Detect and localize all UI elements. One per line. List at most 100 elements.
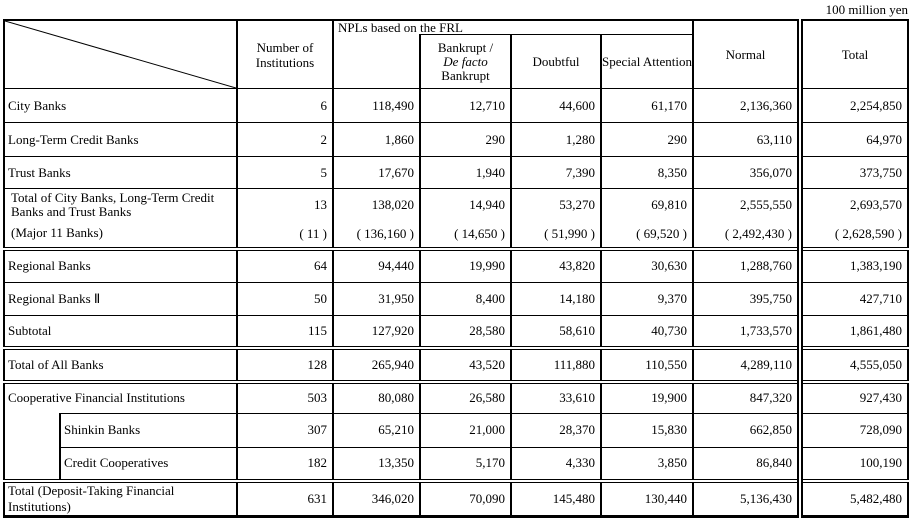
table-row-major-11-banks: Total of City Banks, Long-Term Credit Ba… bbox=[3, 188, 909, 250]
value-cell: 28,370 bbox=[510, 412, 602, 448]
value-paren-line: ( 2,492,430 ) bbox=[724, 225, 792, 241]
col-header-normal: Normal bbox=[692, 19, 801, 89]
value-cell: 265,940 bbox=[332, 346, 421, 383]
value-cell: 12,710 bbox=[419, 88, 512, 123]
unit-label: 100 million yen bbox=[825, 2, 908, 17]
value-cell: 111,880 bbox=[510, 346, 602, 383]
value-line: 13 bbox=[314, 196, 327, 212]
value-cell: 5 bbox=[236, 156, 334, 189]
value-cell: 63,110 bbox=[692, 122, 801, 157]
table-row-total-all-banks: Total of All Banks 128 265,940 43,520 11… bbox=[3, 346, 909, 383]
col-header-total: Total bbox=[797, 19, 909, 89]
row-label-cooperative-financial-institutions: Cooperative Financial Institutions bbox=[3, 380, 238, 413]
row-label-main: Total of City Banks, Long-Term Credit Ba… bbox=[11, 190, 215, 219]
npl-frl-table: Number of Institutions NPLs based on the… bbox=[3, 19, 909, 518]
value-cell: 110,550 bbox=[600, 346, 694, 383]
value-cell: 662,850 bbox=[692, 412, 801, 448]
value-cell: 61,170 bbox=[600, 88, 694, 123]
value-paren-line: ( 14,650 ) bbox=[454, 225, 505, 241]
value-cell: 1,861,480 bbox=[797, 314, 909, 349]
value-cell: 13,350 bbox=[332, 446, 421, 482]
value-cell: 26,580 bbox=[419, 380, 512, 414]
value-cell: 1,383,190 bbox=[797, 247, 909, 283]
value-cell: 290 bbox=[419, 122, 512, 157]
row-label-trust-banks: Trust Banks bbox=[3, 156, 238, 189]
value-cell: 94,440 bbox=[332, 247, 421, 283]
value-cell: 30,630 bbox=[600, 247, 694, 283]
value-cell: 43,520 bbox=[419, 346, 512, 383]
row-label-subtotal: Subtotal bbox=[3, 314, 238, 349]
value-cell: 31,950 bbox=[332, 281, 421, 316]
value-paren-line: ( 69,520 ) bbox=[636, 225, 687, 241]
value-cell: 1,860 bbox=[332, 122, 421, 157]
value-cell: 145,480 bbox=[510, 479, 602, 517]
value-line: 138,020 bbox=[371, 196, 414, 212]
value-cell: 3,850 bbox=[600, 446, 694, 482]
value-cell: 118,490 bbox=[332, 88, 421, 123]
value-cell: 33,610 bbox=[510, 380, 602, 414]
value-cell: 28,580 bbox=[419, 314, 512, 349]
value-cell: 1,940 bbox=[419, 156, 512, 189]
value-cell: 17,670 bbox=[332, 156, 421, 189]
value-line: 2,555,550 bbox=[740, 196, 792, 212]
value-cell: 50 bbox=[236, 281, 334, 316]
value-cell: 19,900 bbox=[600, 380, 694, 414]
value-cell: 728,090 bbox=[797, 412, 909, 448]
value-cell: 70,090 bbox=[419, 479, 512, 517]
value-paren-line: ( 136,160 ) bbox=[356, 225, 414, 241]
value-cell: 5,136,430 bbox=[692, 479, 801, 517]
row-label-total-deposit-taking: Total (Deposit-Taking Financial Institut… bbox=[3, 479, 238, 517]
value-cell: 2 bbox=[236, 122, 334, 157]
value-cell: 503 bbox=[236, 380, 334, 414]
bankrupt-label-line1: Bankrupt / bbox=[437, 39, 494, 55]
value-cell: 138,020 ( 136,160 ) bbox=[332, 188, 421, 250]
value-cell: 13 ( 11 ) bbox=[236, 188, 334, 250]
value-cell: 1,733,570 bbox=[692, 314, 801, 349]
table-row-long-term-credit-banks: Long-Term Credit Banks 2 1,860 290 1,280… bbox=[3, 122, 909, 157]
col-header-special-attention: Special Attention bbox=[600, 34, 694, 89]
value-paren-line: ( 2,628,590 ) bbox=[834, 225, 902, 241]
value-cell: 9,370 bbox=[600, 281, 694, 316]
table-row-regional-banks: Regional Banks 64 94,440 19,990 43,820 3… bbox=[3, 247, 909, 283]
row-label-shinkin-banks: Shinkin Banks bbox=[59, 412, 238, 448]
value-paren-line: ( 51,990 ) bbox=[544, 225, 595, 241]
table-row-shinkin-banks: Shinkin Banks 307 65,210 21,000 28,370 1… bbox=[3, 412, 909, 482]
row-label-note: (Major 11 Banks) bbox=[11, 225, 103, 240]
row-label-regional-banks: Regional Banks bbox=[3, 247, 238, 283]
value-cell: 14,180 bbox=[510, 281, 602, 316]
value-cell: 1,280 bbox=[510, 122, 602, 157]
value-cell: 19,990 bbox=[419, 247, 512, 283]
value-cell: 2,693,570 ( 2,628,590 ) bbox=[797, 188, 909, 250]
value-line: 14,940 bbox=[469, 196, 505, 212]
value-cell: 847,320 bbox=[692, 380, 801, 414]
value-cell: 69,810 ( 69,520 ) bbox=[600, 188, 694, 250]
col-header-bankrupt: Bankrupt / De facto Bankrupt bbox=[419, 34, 512, 89]
value-cell: 427,710 bbox=[797, 281, 909, 316]
value-cell: 8,400 bbox=[419, 281, 512, 316]
value-cell: 4,330 bbox=[510, 446, 602, 482]
value-cell: 8,350 bbox=[600, 156, 694, 189]
row-label-total-all-banks: Total of All Banks bbox=[3, 346, 238, 383]
indent-spacer-cell bbox=[3, 413, 61, 482]
value-cell: 631 bbox=[236, 479, 334, 517]
diagonal-header-cell bbox=[3, 19, 238, 89]
row-label-major-11-banks: Total of City Banks, Long-Term Credit Ba… bbox=[3, 188, 238, 250]
diagonal-line bbox=[5, 21, 236, 88]
value-cell: 927,430 bbox=[797, 380, 909, 414]
col-header-npl-group: NPLs based on the FRL bbox=[332, 19, 694, 35]
value-cell: 4,555,050 bbox=[797, 346, 909, 383]
value-cell: 21,000 bbox=[419, 412, 512, 448]
table-row-trust-banks: Trust Banks 5 17,670 1,940 7,390 8,350 3… bbox=[3, 156, 909, 189]
value-cell: 373,750 bbox=[797, 156, 909, 189]
value-cell: 128 bbox=[236, 346, 334, 383]
value-cell: 64 bbox=[236, 247, 334, 283]
value-cell: 182 bbox=[236, 446, 334, 482]
col-header-number-of-institutions: Number of Institutions bbox=[236, 19, 334, 89]
value-cell: 290 bbox=[600, 122, 694, 157]
value-cell: 2,136,360 bbox=[692, 88, 801, 123]
value-cell: 2,555,550 ( 2,492,430 ) bbox=[692, 188, 801, 250]
value-cell: 5,482,480 bbox=[797, 479, 909, 517]
value-cell: 53,270 ( 51,990 ) bbox=[510, 188, 602, 250]
row-label-credit-cooperatives: Credit Cooperatives bbox=[59, 446, 238, 482]
value-cell: 1,288,760 bbox=[692, 247, 801, 283]
